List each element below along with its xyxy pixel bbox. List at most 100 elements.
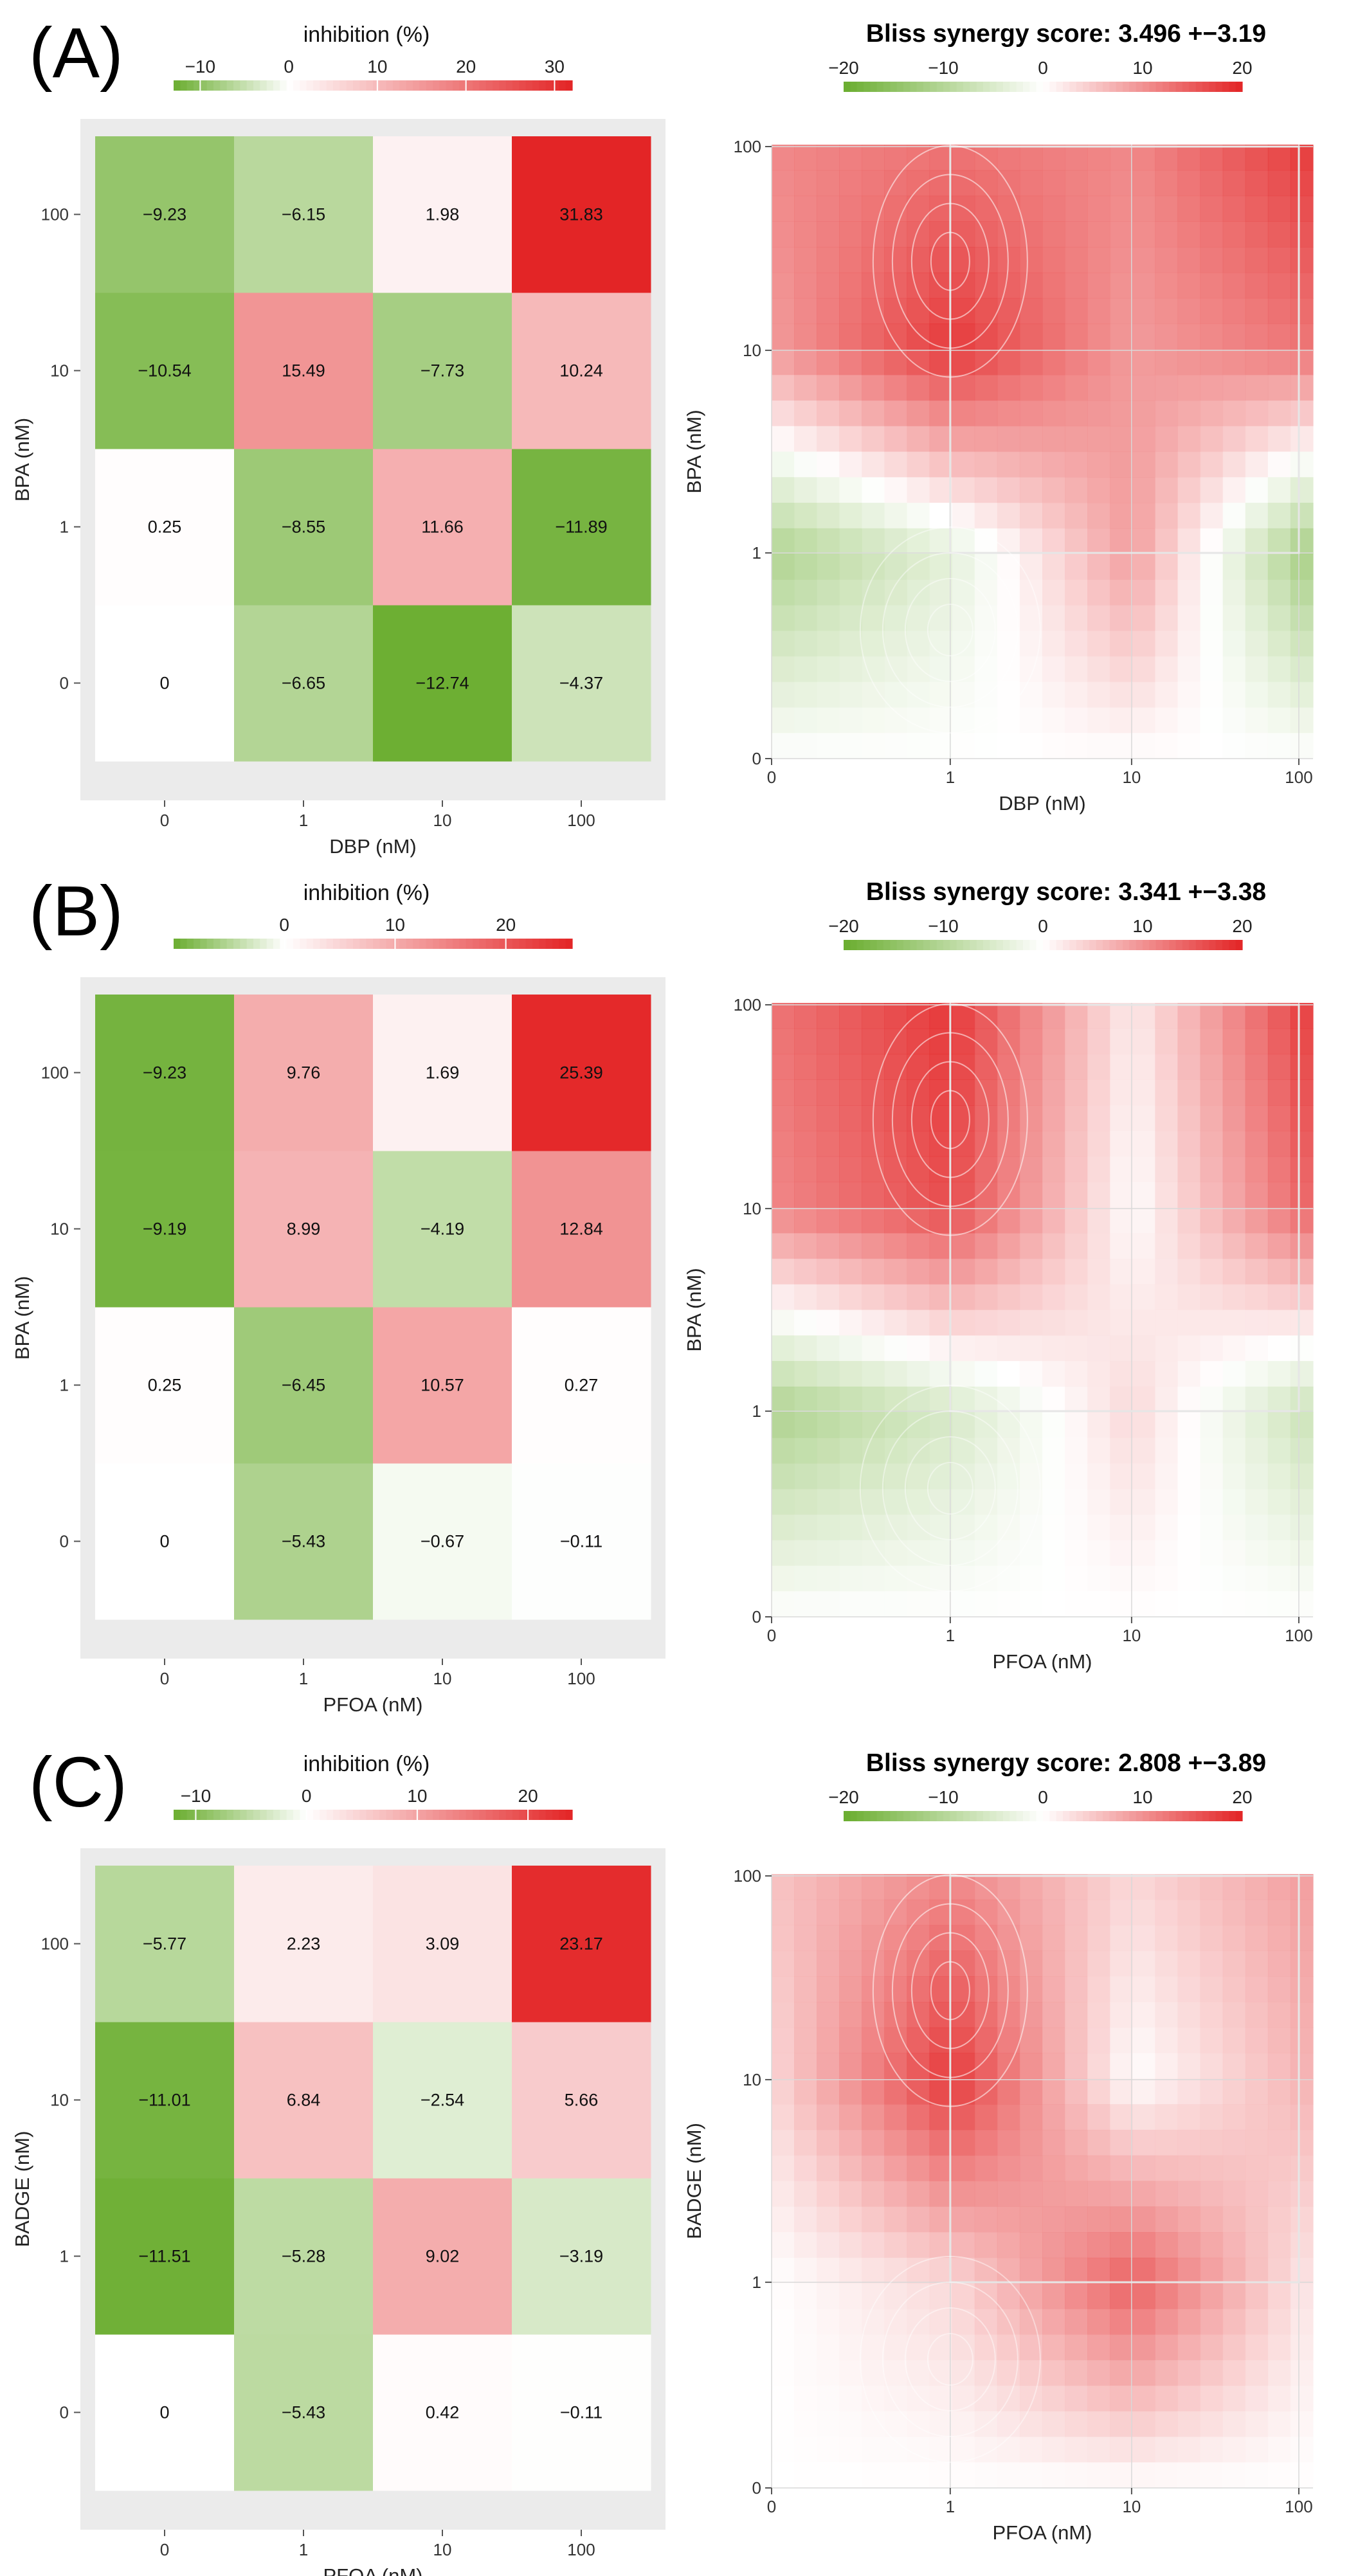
synergy-tile [884, 1514, 908, 1541]
synergy-tile [794, 451, 817, 478]
legend-tick-label: 10 [367, 57, 387, 77]
synergy-tile [1200, 2232, 1224, 2258]
synergy-tile [1019, 247, 1043, 273]
synergy-tile [997, 2334, 1020, 2361]
synergy-tile [1177, 2181, 1201, 2207]
synergy-tile [1200, 2309, 1224, 2335]
synergy-tile [772, 1182, 795, 1208]
legend-tick-label: 0 [284, 57, 294, 77]
synergy-tile [839, 145, 862, 171]
synergy-tile [1200, 1899, 1224, 1926]
legend-bar-segment [916, 940, 924, 950]
synergy-tile [1267, 1233, 1291, 1259]
synergy-tile [839, 733, 862, 759]
synergy-tile [817, 2232, 840, 2258]
x-tick-label: 1 [299, 1669, 308, 1688]
synergy-tile [1132, 1565, 1156, 1592]
legend-bar-segment [340, 939, 347, 949]
heatmap-cell [234, 605, 374, 762]
synergy-tile [974, 1976, 998, 2003]
synergy-tile [884, 2129, 908, 2156]
synergy-tile [862, 2206, 885, 2233]
legend-bar-segment [930, 1811, 937, 1821]
synergy-tile [1177, 2232, 1201, 2258]
synergy-tile [1290, 375, 1314, 401]
synergy-tile [1200, 1591, 1224, 1617]
cell-value-label: −2.54 [421, 2091, 464, 2110]
synergy-tile [1245, 221, 1269, 248]
panel-label: (B) [29, 872, 123, 951]
synergy-tile [1245, 298, 1269, 325]
legend-bar-segment [473, 1810, 480, 1820]
synergy-tile [1245, 1310, 1269, 1336]
synergy-tile [1177, 631, 1201, 657]
heatmap-cell [373, 1463, 512, 1620]
synergy-tile [1087, 1412, 1110, 1439]
synergy-tile [1110, 272, 1133, 299]
synergy-tile [794, 707, 817, 734]
synergy-tile [1087, 2053, 1110, 2079]
synergy-tile [772, 1540, 795, 1567]
synergy-tile [1267, 1310, 1291, 1336]
synergy-tile [1245, 1874, 1269, 1900]
synergy-tile [952, 1207, 975, 1234]
cell-value-label: −12.74 [415, 674, 469, 693]
x-axis-label: PFOA (nM) [992, 1650, 1092, 1673]
synergy-tile [839, 2257, 862, 2284]
legend-bar-segment [266, 80, 274, 91]
synergy-tile [1290, 1874, 1314, 1900]
synergy-tile [1177, 2360, 1201, 2386]
synergy-tile [839, 1925, 862, 1951]
legend-bar-segment [1103, 1811, 1110, 1821]
synergy-tile [1155, 631, 1179, 657]
cell-value-label: −9.19 [143, 1220, 186, 1239]
synergy-tile [1065, 733, 1088, 759]
legend-bar-segment [950, 1811, 957, 1821]
synergy-tile [1155, 2001, 1179, 2028]
synergy-tile [1155, 681, 1179, 708]
synergy-tile [772, 579, 795, 606]
synergy-landscape: Bliss synergy score: 2.808 +−3.89−20 −10 0… [683, 1749, 1314, 2544]
synergy-tile [1267, 2078, 1291, 2105]
synergy-tile [772, 2360, 795, 2386]
synergy-tile [1132, 1540, 1156, 1567]
synergy-tile [772, 2206, 795, 2233]
synergy-tile [1042, 221, 1065, 248]
legend-bar-segment [565, 80, 573, 91]
synergy-tile [817, 400, 840, 427]
heatmap-cell [95, 1307, 235, 1464]
synergy-tile [952, 272, 975, 299]
synergy-tile [794, 1412, 817, 1439]
synergy-tile [1042, 1925, 1065, 1951]
synergy-tile [1087, 605, 1110, 631]
legend-bar-segment [326, 939, 334, 949]
x-axis-label: PFOA (nM) [992, 2521, 1092, 2544]
synergy-tile [817, 1156, 840, 1183]
synergy-tile [794, 221, 817, 248]
synergy-tile [1245, 2181, 1269, 2207]
synergy-tile [1019, 477, 1043, 503]
y-axis-label: BADGE (nM) [683, 2123, 705, 2239]
synergy-tile [1222, 2411, 1246, 2438]
synergy-tile [1065, 1412, 1088, 1439]
synergy-tile [839, 554, 862, 581]
synergy-tile [1019, 1540, 1043, 1567]
legend-bar-segment [883, 82, 891, 92]
synergy-tile [817, 1386, 840, 1413]
synergy-tile [1087, 733, 1110, 759]
synergy-tile [1087, 195, 1110, 222]
synergy-tile [1110, 477, 1133, 503]
legend-bar-segment [240, 1810, 248, 1820]
synergy-tile [929, 1258, 953, 1285]
synergy-tile [1245, 528, 1269, 555]
synergy-tile [772, 400, 795, 427]
synergy-tile [1177, 1976, 1201, 2003]
synergy-tile [1200, 272, 1224, 299]
synergy-tile [1155, 1591, 1179, 1617]
synergy-tile [862, 400, 885, 427]
legend-bar-segment [399, 80, 407, 91]
synergy-tile [997, 2129, 1020, 2156]
synergy-tile [929, 1207, 953, 1234]
synergy-tile [1177, 1156, 1201, 1183]
synergy-tile [997, 1310, 1020, 1336]
